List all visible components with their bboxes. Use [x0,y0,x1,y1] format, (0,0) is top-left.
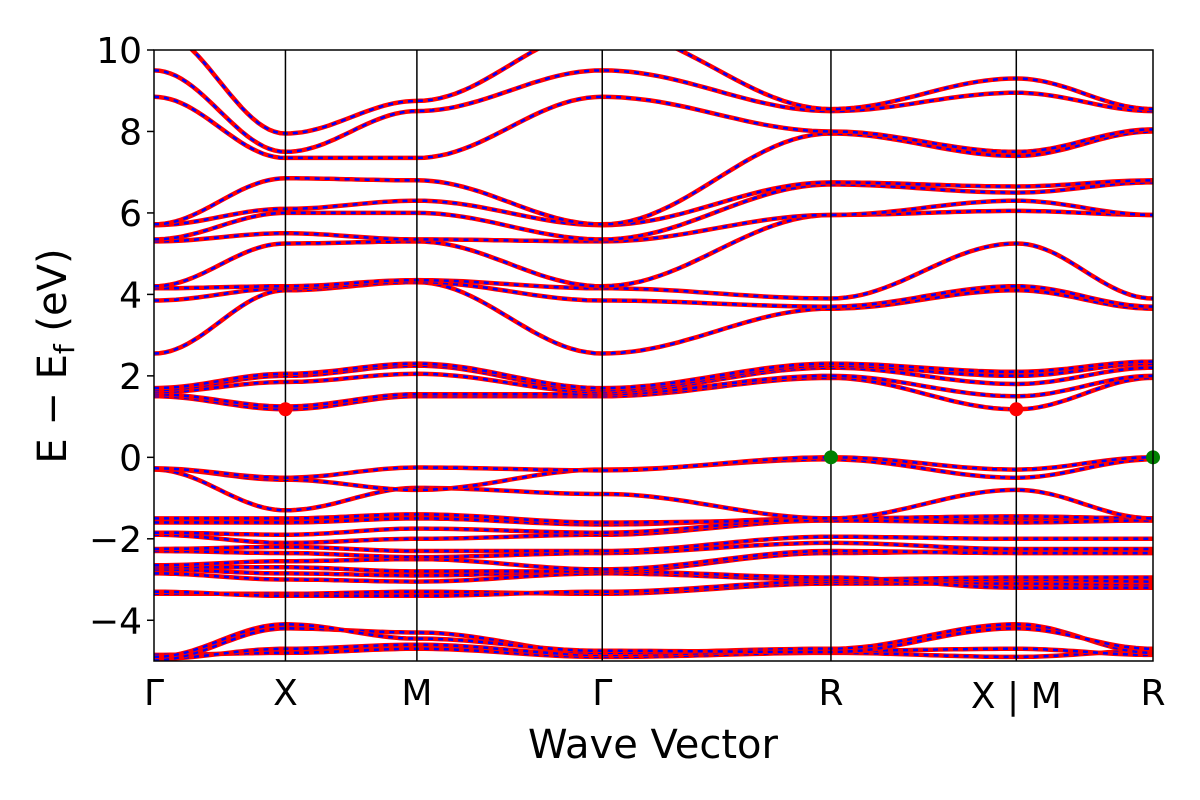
plot-frame [153,49,1154,662]
y-tick-label-1: −2 [89,520,142,561]
x-tick-label-6: R [1140,673,1165,714]
x-tick-label-1: X [273,673,298,714]
x-tick-label-3: Γ [592,673,612,714]
x-axis-label: Wave Vector [528,722,779,768]
y-tick-label-6: 8 [119,112,142,153]
y-axis-label-suffix: (eV) [30,248,76,344]
cbm-marker-1 [1009,402,1024,417]
y-axis: −4 −2 0 2 4 6 8 10 [89,31,154,642]
high-symmetry-lines [284,50,1018,661]
cbm-marker-0 [278,402,293,417]
y-tick-label-0: −4 [89,601,142,642]
y-tick-label-2: 0 [119,438,142,479]
x-tick-label-0: Γ [144,673,164,714]
x-axis: Γ X M Γ R X | M R [144,673,1166,717]
x-tick-label-2: M [401,673,432,714]
y-tick-label-5: 6 [119,194,142,235]
y-tick-label-7: 10 [96,31,142,72]
x-tick-label-4: R [818,673,843,714]
y-tick-label-4: 4 [119,275,142,316]
x-tick-label-5: X | M [971,676,1062,717]
y-axis-label-subscript: f [48,343,81,354]
y-axis-label: E − Ef (eV) [30,248,81,463]
vbm-marker-0 [823,450,838,465]
y-axis-label-main: E − E [30,354,76,464]
y-tick-label-3: 2 [119,357,142,398]
